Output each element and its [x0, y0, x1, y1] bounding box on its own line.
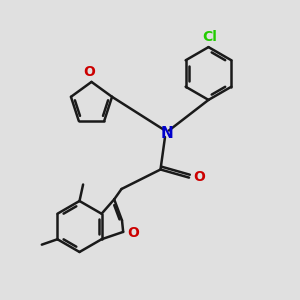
Text: O: O	[127, 226, 139, 240]
Text: Cl: Cl	[202, 29, 217, 44]
Text: O: O	[193, 170, 205, 184]
Text: O: O	[83, 65, 95, 79]
Text: N: N	[160, 126, 173, 141]
